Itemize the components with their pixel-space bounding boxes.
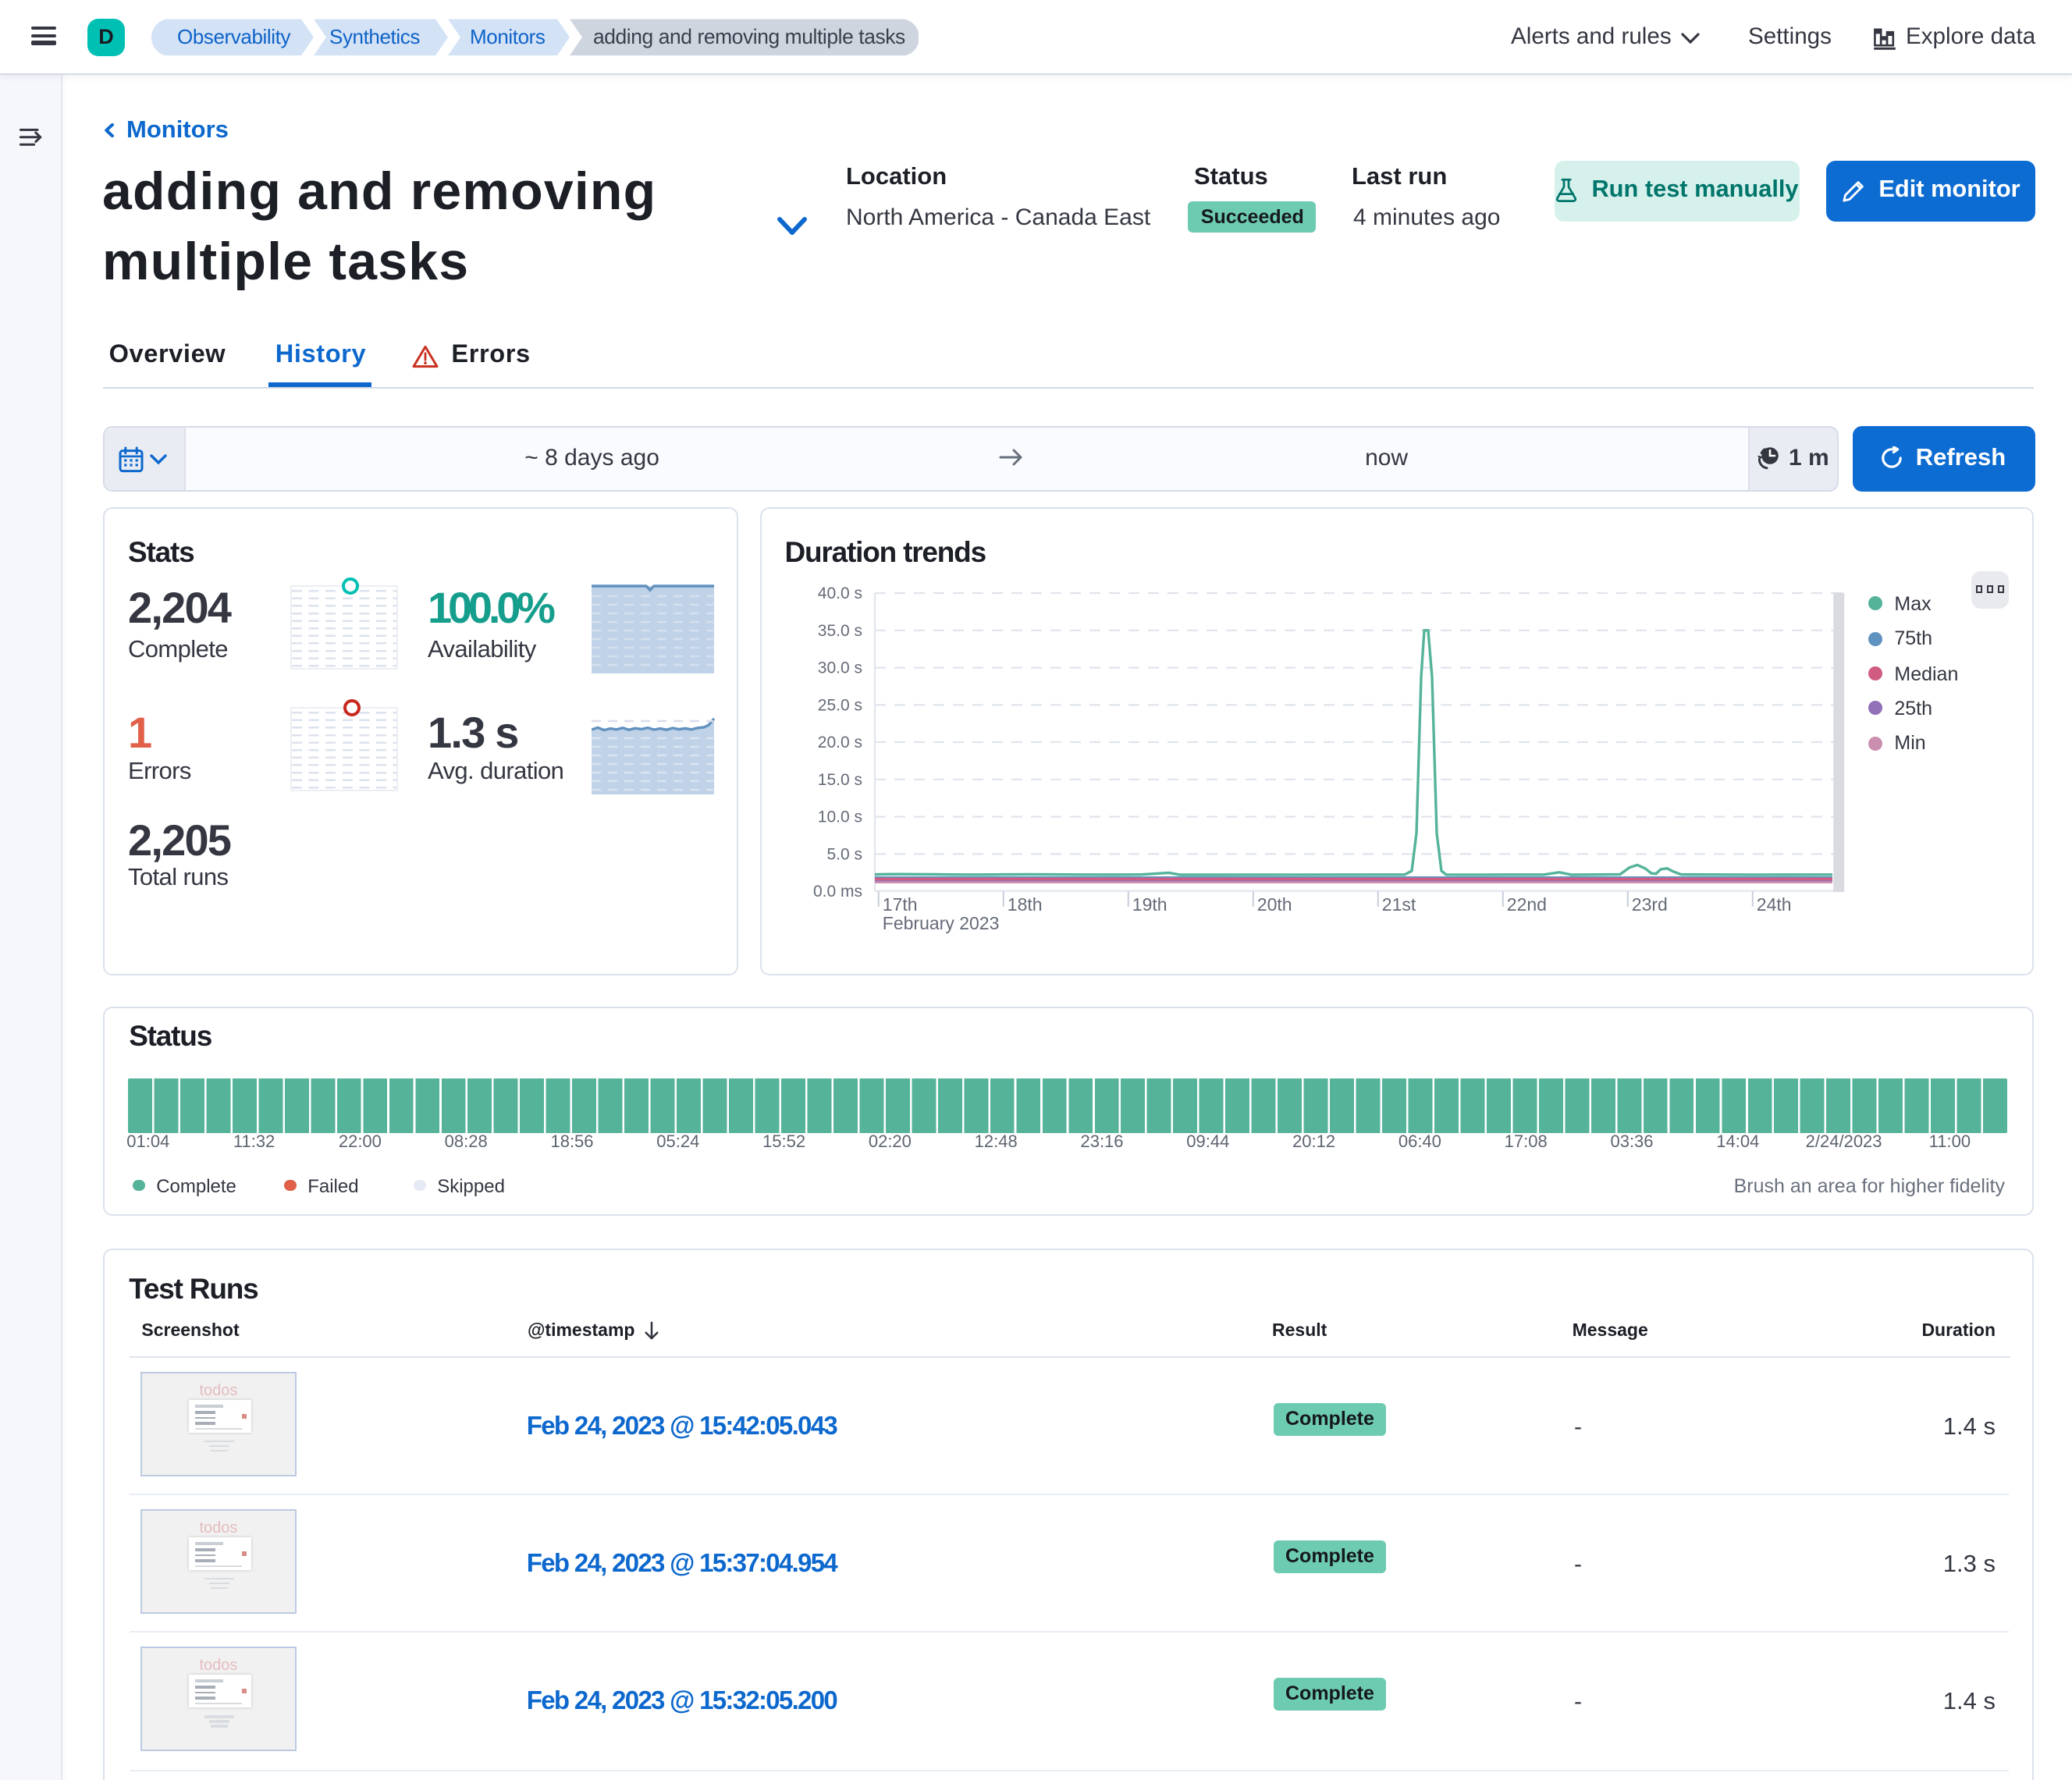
svg-text:15.0 s: 15.0 s bbox=[818, 771, 862, 789]
svg-text:19th: 19th bbox=[1132, 894, 1167, 915]
svg-text:21st: 21st bbox=[1382, 894, 1416, 915]
svg-text:20.0 s: 20.0 s bbox=[818, 734, 862, 751]
svg-text:24th: 24th bbox=[1757, 894, 1792, 915]
svg-text:February 2023: February 2023 bbox=[883, 913, 1000, 933]
svg-text:5.0 s: 5.0 s bbox=[826, 845, 862, 863]
svg-text:20th: 20th bbox=[1257, 894, 1292, 915]
svg-text:30.0 s: 30.0 s bbox=[818, 659, 862, 677]
svg-text:17th: 17th bbox=[883, 894, 918, 915]
svg-text:25.0 s: 25.0 s bbox=[818, 696, 862, 714]
svg-text:40.0 s: 40.0 s bbox=[818, 584, 862, 602]
svg-text:23rd: 23rd bbox=[1632, 894, 1668, 915]
svg-text:22nd: 22nd bbox=[1507, 894, 1547, 915]
svg-text:0.0 ms: 0.0 ms bbox=[813, 883, 862, 901]
svg-text:18th: 18th bbox=[1008, 894, 1043, 915]
svg-text:10.0 s: 10.0 s bbox=[818, 808, 862, 826]
svg-text:35.0 s: 35.0 s bbox=[818, 622, 862, 640]
